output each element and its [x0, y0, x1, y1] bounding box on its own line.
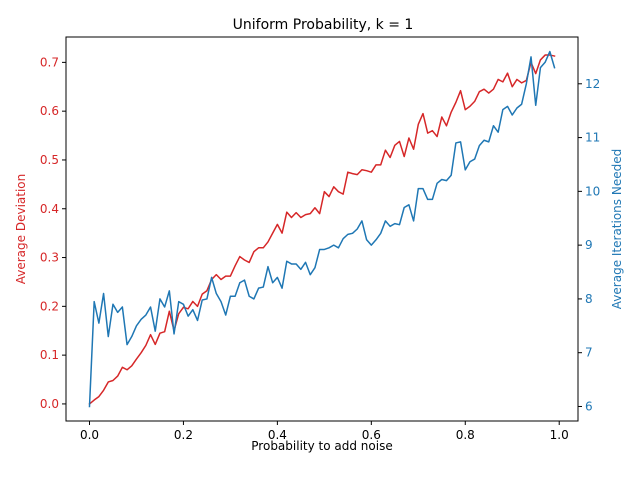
y-left-tick-label: 0.2 — [40, 299, 59, 313]
y-axis-left: 0.0 0.1 0.2 0.3 0.4 0.5 0.6 0.7 — [40, 55, 66, 411]
x-tick-label: 0.8 — [456, 428, 475, 442]
y-right-tick-label: 6 — [585, 399, 593, 413]
y-left-tick-label: 0.5 — [40, 153, 59, 167]
x-tick-label: 0.6 — [362, 428, 381, 442]
y-right-tick-label: 8 — [585, 292, 593, 306]
y-axis-right-label: Average Iterations Needed — [610, 149, 624, 309]
y-right-tick-label: 10 — [585, 184, 600, 198]
y-left-tick-label: 0.3 — [40, 251, 59, 265]
y-right-tick-label: 9 — [585, 238, 593, 252]
x-tick-label: 0.0 — [80, 428, 99, 442]
y-left-tick-label: 0.1 — [40, 348, 59, 362]
x-tick-label: 0.4 — [268, 428, 287, 442]
y-left-tick-label: 0.0 — [40, 397, 59, 411]
chart-title: Uniform Probability, k = 1 — [233, 17, 414, 33]
plot-area — [88, 50, 556, 408]
x-tick-label: 0.2 — [174, 428, 193, 442]
y-axis-left-label: Average Deviation — [14, 174, 28, 285]
y-axis-right: 6 7 8 9 10 11 12 — [578, 77, 600, 413]
y-left-tick-label: 0.7 — [40, 55, 59, 69]
x-tick-label: 1.0 — [550, 428, 569, 442]
x-axis-label: Probability to add noise — [251, 439, 392, 453]
y-right-tick-label: 11 — [585, 131, 600, 145]
y-left-tick-label: 0.4 — [40, 202, 59, 216]
y-right-tick-label: 7 — [585, 346, 593, 360]
series-line-average-deviation — [88, 54, 556, 405]
y-left-tick-label: 0.6 — [40, 104, 59, 118]
plot-frame — [65, 36, 579, 422]
y-right-tick-label: 12 — [585, 77, 600, 91]
series-line-average-iterations — [88, 50, 556, 408]
x-axis: 0.0 0.2 0.4 0.6 0.8 1.0 — [80, 421, 569, 442]
